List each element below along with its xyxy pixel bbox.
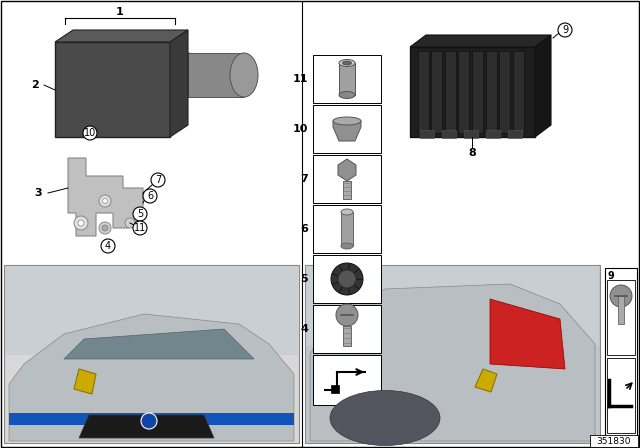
Circle shape xyxy=(151,173,165,187)
Bar xyxy=(313,255,381,303)
Circle shape xyxy=(336,304,358,326)
Bar xyxy=(188,53,244,97)
Text: 4: 4 xyxy=(105,241,111,251)
Ellipse shape xyxy=(342,61,351,65)
Polygon shape xyxy=(475,369,497,392)
Circle shape xyxy=(143,189,157,203)
Polygon shape xyxy=(333,121,361,141)
Bar xyxy=(458,51,469,133)
Circle shape xyxy=(610,285,632,307)
Bar xyxy=(445,51,456,133)
Text: 5: 5 xyxy=(137,209,143,219)
Bar xyxy=(607,280,635,355)
Text: 10: 10 xyxy=(84,128,96,138)
Bar xyxy=(313,105,381,153)
Ellipse shape xyxy=(333,117,361,125)
Bar xyxy=(486,130,500,138)
Text: 10: 10 xyxy=(292,124,308,134)
Bar xyxy=(339,63,355,95)
Bar xyxy=(9,413,294,425)
Bar xyxy=(313,55,381,103)
Text: 7: 7 xyxy=(300,174,308,184)
Text: 8: 8 xyxy=(468,148,476,158)
Text: 11: 11 xyxy=(292,74,308,84)
Bar xyxy=(464,130,478,138)
Bar xyxy=(306,266,599,346)
Circle shape xyxy=(99,222,111,234)
Ellipse shape xyxy=(174,53,202,97)
Polygon shape xyxy=(55,30,188,42)
Circle shape xyxy=(125,218,135,228)
Bar xyxy=(341,212,353,246)
Circle shape xyxy=(99,195,111,207)
Bar xyxy=(313,305,381,353)
Circle shape xyxy=(78,220,84,226)
Polygon shape xyxy=(170,30,188,137)
Text: 9: 9 xyxy=(562,25,568,35)
Bar xyxy=(607,358,635,433)
Circle shape xyxy=(558,23,572,37)
Polygon shape xyxy=(410,35,551,47)
Bar xyxy=(4,265,299,443)
Text: 5: 5 xyxy=(300,274,308,284)
Circle shape xyxy=(133,221,147,235)
Polygon shape xyxy=(68,158,143,236)
Circle shape xyxy=(338,270,356,288)
Polygon shape xyxy=(74,369,96,394)
Bar xyxy=(418,51,429,133)
Bar xyxy=(305,265,600,443)
Text: 1: 1 xyxy=(116,7,124,17)
Polygon shape xyxy=(535,35,551,137)
Bar xyxy=(590,435,638,447)
Text: 351830: 351830 xyxy=(596,436,631,445)
Bar xyxy=(508,130,522,138)
Bar xyxy=(5,266,298,355)
Ellipse shape xyxy=(230,53,258,97)
Bar xyxy=(343,326,351,346)
Bar xyxy=(313,355,381,405)
Bar xyxy=(618,296,624,324)
Bar xyxy=(442,130,456,138)
Bar xyxy=(605,268,637,443)
Bar xyxy=(499,51,510,133)
Circle shape xyxy=(74,216,88,230)
Text: 2: 2 xyxy=(31,80,39,90)
Text: 6: 6 xyxy=(147,191,153,201)
Bar xyxy=(410,47,535,137)
Bar xyxy=(313,205,381,253)
Bar xyxy=(486,51,497,133)
Polygon shape xyxy=(490,299,565,369)
Polygon shape xyxy=(9,314,294,441)
Text: 4: 4 xyxy=(300,324,308,334)
Bar xyxy=(472,51,483,133)
Ellipse shape xyxy=(341,243,353,249)
Text: 3: 3 xyxy=(34,188,42,198)
Circle shape xyxy=(133,207,147,221)
Text: 6: 6 xyxy=(300,224,308,234)
Polygon shape xyxy=(310,284,595,441)
Circle shape xyxy=(331,263,363,295)
Bar xyxy=(513,51,524,133)
Ellipse shape xyxy=(339,60,355,66)
Text: 7: 7 xyxy=(155,175,161,185)
Circle shape xyxy=(141,413,157,429)
Text: 9: 9 xyxy=(607,271,614,281)
Bar xyxy=(420,130,434,138)
Bar xyxy=(431,51,442,133)
Text: 11: 11 xyxy=(134,223,146,233)
Polygon shape xyxy=(338,159,356,181)
Circle shape xyxy=(101,239,115,253)
Polygon shape xyxy=(79,415,214,438)
Polygon shape xyxy=(64,329,254,359)
Ellipse shape xyxy=(341,209,353,215)
Circle shape xyxy=(102,225,108,231)
Circle shape xyxy=(102,198,108,203)
Bar xyxy=(343,181,351,199)
Circle shape xyxy=(83,126,97,140)
Bar xyxy=(55,42,170,137)
Ellipse shape xyxy=(330,391,440,445)
Bar xyxy=(331,385,339,393)
Bar xyxy=(313,155,381,203)
Ellipse shape xyxy=(339,91,355,99)
